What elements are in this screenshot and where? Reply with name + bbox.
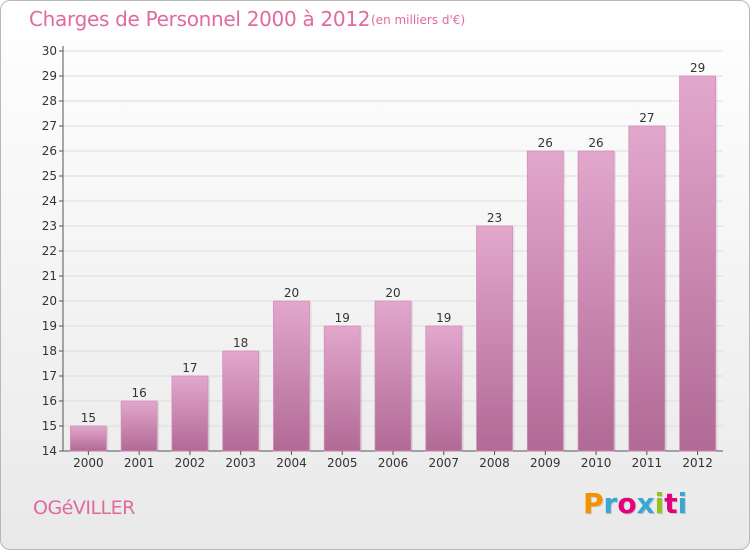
bar-2011[interactable]: [628, 125, 666, 452]
x-tick-label: 2011: [632, 456, 663, 470]
bar-2012[interactable]: [679, 75, 717, 452]
logo-letter: t: [664, 487, 678, 520]
bar-2008[interactable]: [476, 225, 513, 452]
x-tick-label: 2005: [327, 456, 358, 470]
bar-value-label: 17: [182, 361, 197, 375]
y-tick-label: 23: [42, 219, 57, 233]
x-tick-label: 2012: [682, 456, 713, 470]
commune-name: OGéVILLER: [33, 497, 135, 519]
bar-value-label: 20: [385, 286, 400, 300]
x-tick-label: 2004: [276, 456, 307, 470]
y-tick-label: 14: [42, 444, 57, 458]
bar-value-label: 19: [335, 311, 350, 325]
x-tick-label: 2006: [378, 456, 409, 470]
y-tick-label: 26: [42, 144, 57, 158]
bar-value-label: 26: [538, 136, 553, 150]
bar-value-label: 26: [588, 136, 603, 150]
bar-2000[interactable]: [69, 425, 107, 452]
y-tick-label: 19: [42, 319, 57, 333]
bar-value-label: 23: [487, 211, 502, 225]
bar-2010[interactable]: [577, 150, 615, 452]
x-tick-label: 2008: [479, 456, 510, 470]
y-tick-label: 20: [42, 294, 57, 308]
y-tick-label: 16: [42, 394, 57, 408]
bar-value-label: 15: [81, 411, 96, 425]
bar-2007[interactable]: [425, 325, 463, 452]
bar-value-label: 20: [284, 286, 299, 300]
chart-subtitle: (en milliers d'€): [371, 13, 466, 27]
x-tick-label: 2007: [428, 456, 459, 470]
logo-letter: i: [677, 487, 688, 520]
x-tick-label: 2003: [225, 456, 256, 470]
bar-value-label: 16: [132, 386, 147, 400]
bar-value-label: 27: [639, 111, 654, 125]
chart-title: Charges de Personnel 2000 à 2012: [29, 7, 371, 31]
x-tick-label: 2002: [175, 456, 206, 470]
logo-letter: r: [603, 487, 618, 520]
x-tick-label: 2010: [581, 456, 612, 470]
proxiti-logo[interactable]: Proxiti: [583, 487, 687, 520]
y-tick-label: 30: [42, 44, 57, 58]
y-tick-label: 27: [42, 119, 57, 133]
y-tick-label: 15: [42, 419, 57, 433]
logo-letter: i: [654, 487, 665, 520]
bar-2009[interactable]: [526, 150, 564, 452]
x-tick-label: 2001: [124, 456, 155, 470]
y-tick-label: 29: [42, 69, 57, 83]
y-tick-label: 28: [42, 94, 57, 108]
bar-2002[interactable]: [171, 375, 209, 452]
bar-value-label: 29: [690, 61, 705, 75]
bar-2004[interactable]: [273, 300, 310, 452]
y-tick-label: 17: [42, 369, 57, 383]
y-tick-label: 25: [42, 169, 57, 183]
logo-letter: o: [617, 487, 637, 520]
bar-value-label: 18: [233, 336, 248, 350]
y-tick-label: 22: [42, 244, 57, 258]
bar-2003[interactable]: [222, 350, 260, 452]
x-tick-label: 2009: [530, 456, 561, 470]
bar-2001[interactable]: [120, 400, 158, 452]
bar-2006[interactable]: [374, 300, 412, 452]
y-tick-label: 24: [42, 194, 57, 208]
y-tick-label: 21: [42, 269, 57, 283]
y-tick-label: 18: [42, 344, 57, 358]
logo-letter: P: [583, 487, 604, 520]
bar-value-label: 19: [436, 311, 451, 325]
logo-letter: x: [636, 487, 655, 520]
bar-2005[interactable]: [323, 325, 361, 452]
x-tick-label: 2000: [73, 456, 104, 470]
